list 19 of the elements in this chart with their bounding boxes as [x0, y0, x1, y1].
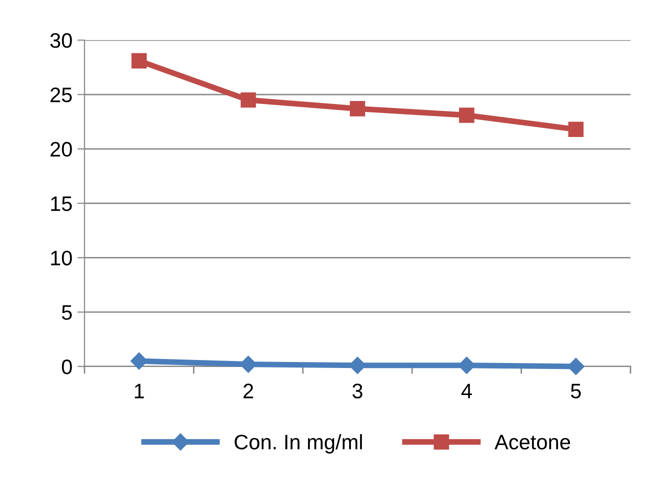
- x-tick-label: 2: [244, 384, 254, 398]
- legend-label: Acetone: [494, 434, 570, 450]
- point: [240, 92, 256, 108]
- y-tick-label: 0: [62, 359, 72, 374]
- y-tick-label: 30: [50, 33, 72, 48]
- x-tick-label: 1: [134, 384, 144, 398]
- y-tick-label: 25: [50, 88, 72, 102]
- point: [459, 108, 474, 123]
- x-tick-label: 3: [352, 384, 362, 398]
- x-tick-label: 4: [461, 384, 472, 398]
- y-tick-label: 10: [51, 250, 72, 266]
- point: [350, 101, 366, 116]
- y-tick-label: 5: [62, 305, 72, 320]
- point: [568, 122, 584, 137]
- x-tick-label: 5: [570, 384, 581, 398]
- point: [131, 53, 147, 68]
- y-tick-label: 20: [50, 142, 72, 157]
- legend-label: Con. In mg/ml: [234, 434, 362, 454]
- y-tick-label: 15: [51, 196, 72, 212]
